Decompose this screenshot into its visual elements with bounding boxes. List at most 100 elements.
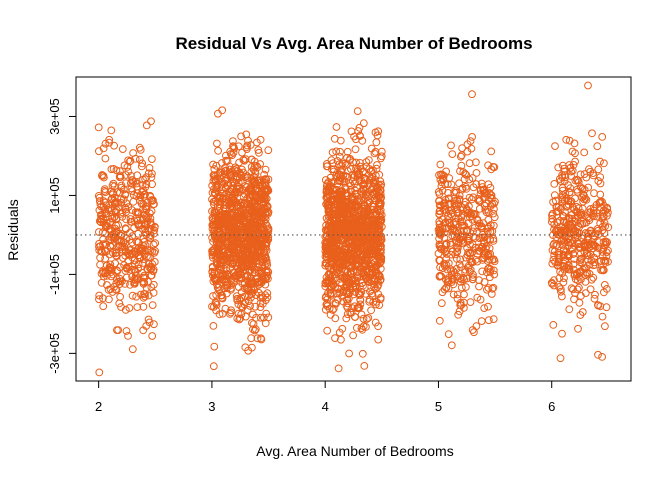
data-point xyxy=(576,311,585,319)
data-point xyxy=(346,252,355,261)
data-point xyxy=(221,183,230,192)
x-tick-label: 6 xyxy=(548,399,555,414)
data-point xyxy=(248,263,257,272)
data-point xyxy=(327,254,336,263)
y-tick-label: 1e+05 xyxy=(47,177,62,214)
data-point xyxy=(118,277,126,286)
data-point xyxy=(434,188,443,196)
data-point xyxy=(250,157,259,166)
data-point xyxy=(580,243,589,252)
data-point xyxy=(370,190,379,199)
data-point xyxy=(483,251,492,260)
data-point xyxy=(356,162,365,171)
data-point xyxy=(135,155,144,164)
data-point xyxy=(211,298,220,307)
data-point xyxy=(327,291,335,300)
data-point xyxy=(99,172,108,180)
data-point xyxy=(337,335,345,344)
data-point xyxy=(333,157,342,165)
data-point xyxy=(213,139,221,148)
data-point xyxy=(355,303,363,312)
data-point xyxy=(450,197,459,205)
data-point xyxy=(139,186,148,195)
data-point xyxy=(328,148,337,157)
data-point xyxy=(214,224,223,233)
data-point xyxy=(550,276,558,285)
data-point xyxy=(148,155,156,164)
data-point xyxy=(435,242,444,250)
data-point xyxy=(342,314,351,323)
data-point xyxy=(472,158,480,167)
data-point xyxy=(218,235,227,244)
data-point xyxy=(602,240,610,249)
data-point xyxy=(99,144,108,153)
data-point xyxy=(489,163,498,171)
data-point xyxy=(253,212,262,221)
data-point xyxy=(231,230,239,238)
data-point xyxy=(262,239,271,248)
data-point xyxy=(240,300,249,309)
data-point xyxy=(253,278,262,287)
data-point xyxy=(359,322,368,331)
data-point xyxy=(448,231,457,240)
data-point xyxy=(126,179,135,188)
data-point xyxy=(122,199,131,208)
data-point xyxy=(485,273,494,282)
data-point xyxy=(601,322,609,331)
data-point xyxy=(329,241,338,250)
data-point xyxy=(360,270,369,279)
data-point xyxy=(231,188,240,197)
data-point xyxy=(141,183,150,191)
data-point xyxy=(558,329,566,338)
data-point xyxy=(562,237,571,246)
data-point xyxy=(489,266,498,275)
data-point xyxy=(220,251,229,260)
data-point xyxy=(375,272,384,281)
data-point xyxy=(341,185,350,194)
data-point xyxy=(444,189,453,197)
data-point xyxy=(560,262,569,271)
data-point xyxy=(568,147,577,156)
data-point xyxy=(228,259,237,268)
data-point xyxy=(476,295,485,304)
data-point xyxy=(213,249,222,258)
data-point xyxy=(470,328,478,337)
data-point xyxy=(111,259,119,268)
data-point xyxy=(588,129,596,138)
data-point xyxy=(438,170,447,179)
data-point xyxy=(435,316,444,325)
data-point xyxy=(371,176,379,184)
data-point xyxy=(113,266,121,275)
data-point xyxy=(141,175,150,184)
data-point xyxy=(590,258,599,267)
data-point xyxy=(323,299,332,308)
data-point xyxy=(209,292,217,300)
data-point xyxy=(478,183,487,191)
data-point xyxy=(447,180,456,189)
data-point xyxy=(451,201,459,210)
data-point xyxy=(332,147,341,156)
data-point xyxy=(364,224,373,233)
data-point xyxy=(469,210,478,219)
data-point xyxy=(469,232,478,241)
data-point xyxy=(550,281,558,290)
data-point xyxy=(247,286,256,294)
data-point xyxy=(565,161,574,169)
data-point xyxy=(456,218,465,227)
data-point xyxy=(105,138,114,147)
data-point xyxy=(548,214,557,223)
data-point xyxy=(588,211,597,220)
x-axis: 2 3 4 5 6 xyxy=(95,381,555,414)
data-point xyxy=(465,159,474,168)
data-point xyxy=(97,269,106,278)
data-point xyxy=(326,219,334,228)
data-point xyxy=(560,171,569,180)
data-point xyxy=(239,156,248,164)
data-point xyxy=(335,152,344,161)
data-point xyxy=(257,334,265,343)
data-point xyxy=(332,299,340,308)
data-point xyxy=(209,362,218,371)
data-point xyxy=(125,251,134,259)
data-point xyxy=(148,260,157,269)
data-point xyxy=(221,198,230,207)
